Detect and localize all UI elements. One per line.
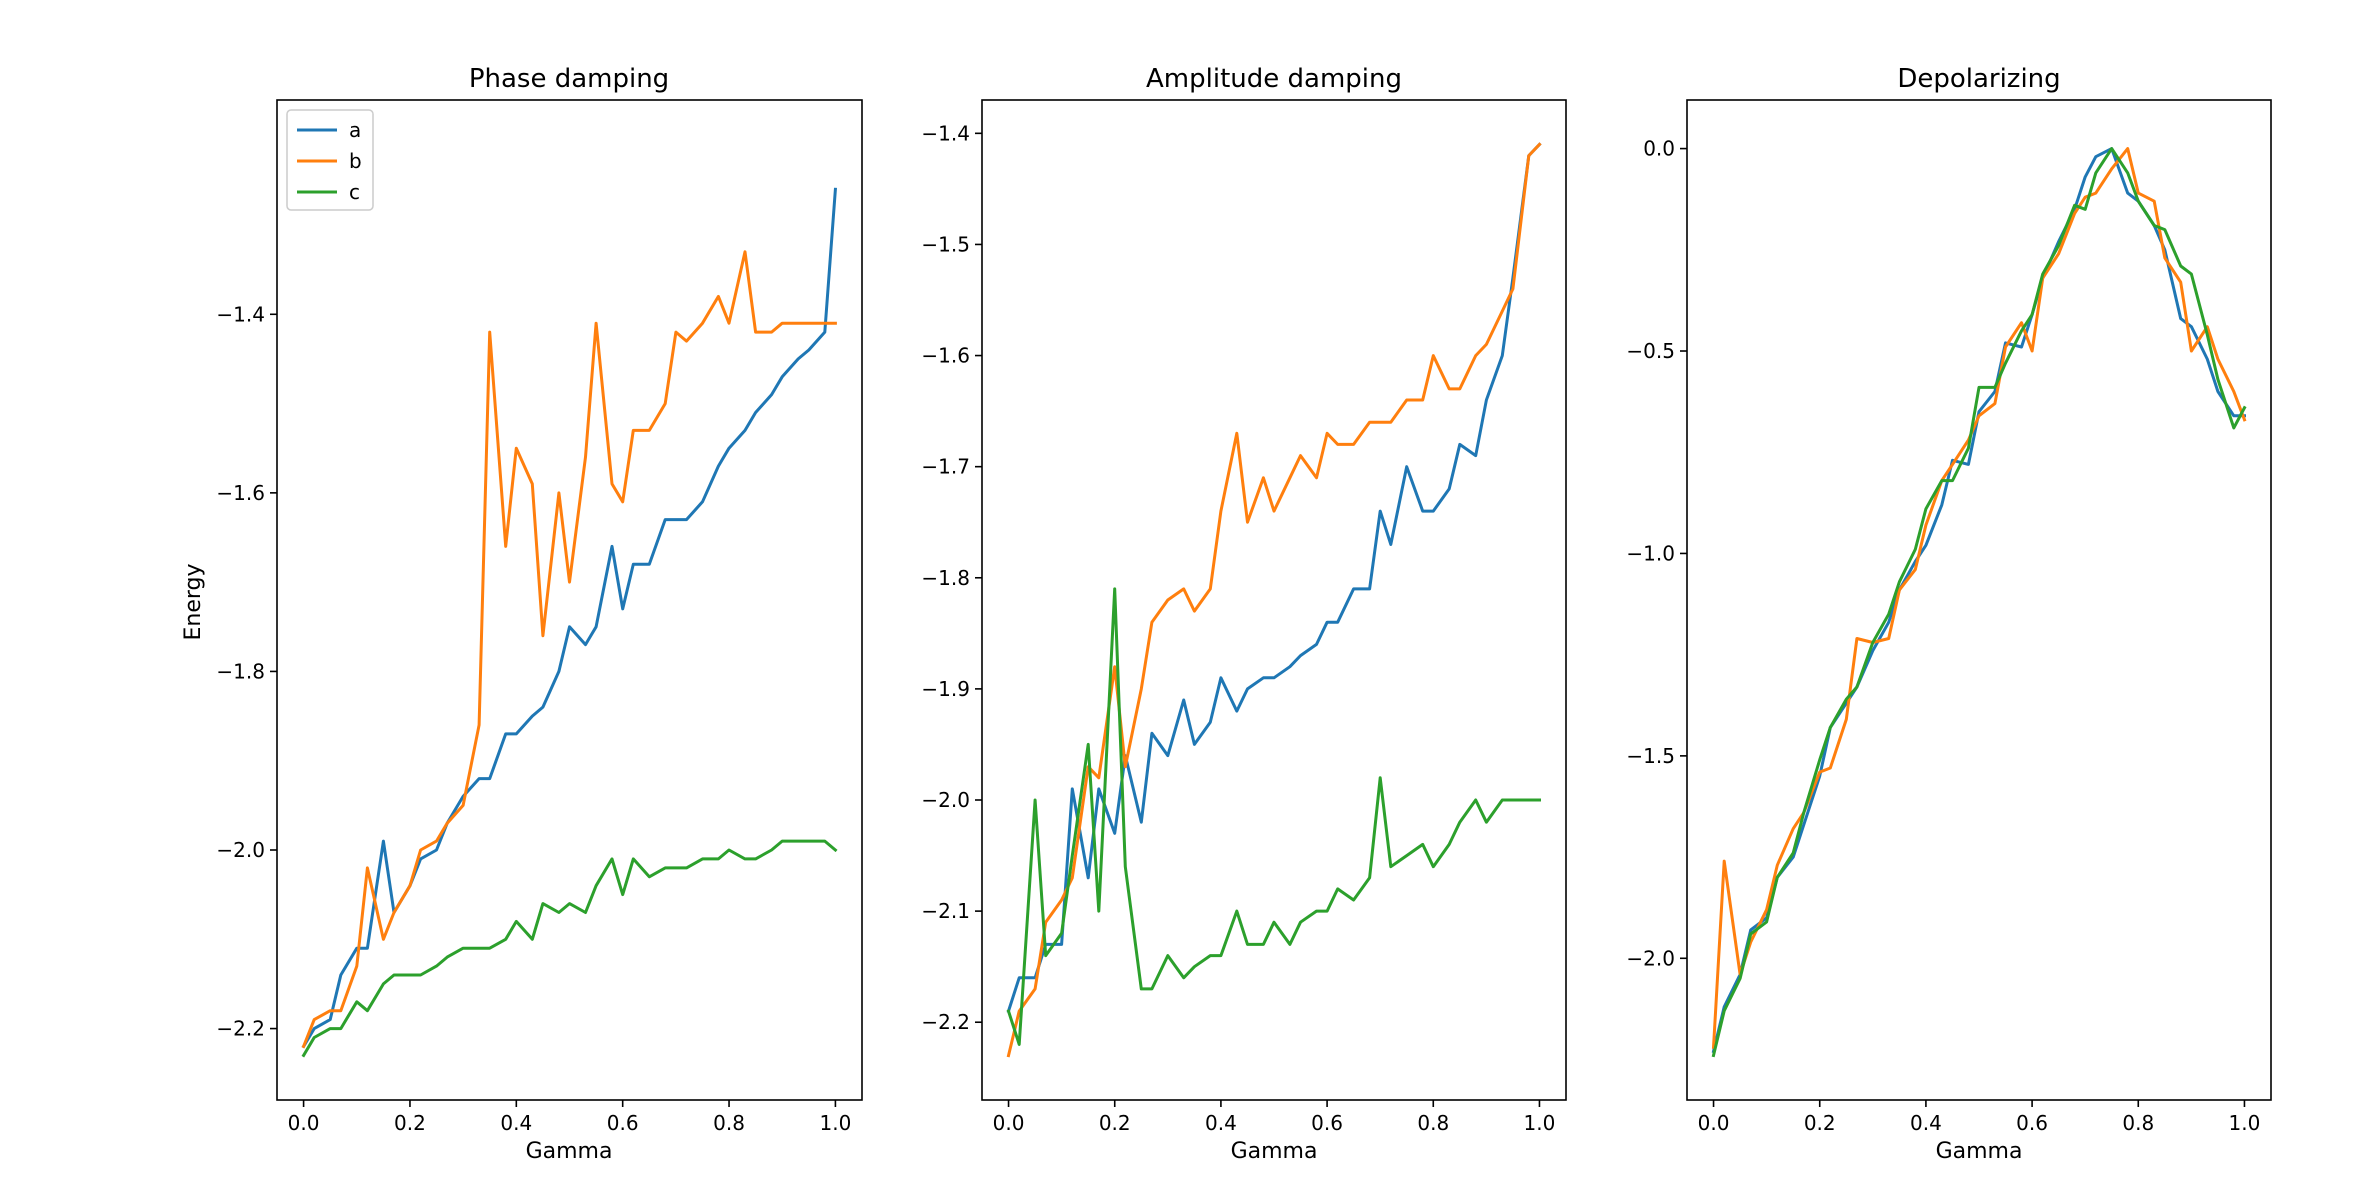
phase-damping-ytick-label: −2.2 — [216, 1017, 265, 1041]
phase-damping-ytick-label: −1.4 — [216, 302, 265, 326]
amplitude-damping-ytick-label: −2.1 — [921, 899, 970, 923]
phase-damping-xtick-label: 0.0 — [288, 1111, 320, 1135]
depolarizing-ytick-label: −0.5 — [1626, 339, 1675, 363]
phase-damping-xtick-label: 1.0 — [820, 1111, 852, 1135]
phase-damping-ytick-label: −2.0 — [216, 838, 265, 862]
amplitude-damping-ytick-label: −1.4 — [921, 121, 970, 145]
depolarizing-ytick-label: −2.0 — [1626, 946, 1675, 970]
amplitude-damping-ytick-label: −1.5 — [921, 232, 970, 256]
depolarizing-xtick-label: 0.0 — [1698, 1111, 1730, 1135]
phase-damping-xtick-label: 0.2 — [394, 1111, 426, 1135]
phase-damping-xtick-label: 0.6 — [607, 1111, 639, 1135]
amplitude-damping-ytick-label: −1.9 — [921, 677, 970, 701]
amplitude-damping-ytick-label: −1.6 — [921, 344, 970, 368]
amplitude-damping-xtick-label: 0.0 — [993, 1111, 1025, 1135]
depolarizing-axes-frame — [1686, 99, 2272, 1101]
depolarizing-ytick-label: −1.0 — [1626, 541, 1675, 565]
depolarizing-xtick-label: 0.8 — [2122, 1111, 2154, 1135]
amplitude-damping-ytick-label: −2.2 — [921, 1010, 970, 1034]
depolarizing-title: Depolarizing — [1897, 64, 2060, 94]
amplitude-damping-xlabel: Gamma — [1231, 1139, 1318, 1164]
depolarizing-xtick-label: 1.0 — [2229, 1111, 2261, 1135]
phase-damping-xlabel: Gamma — [526, 1139, 613, 1164]
phase-damping-legend-label-c: c — [349, 180, 360, 204]
amplitude-damping-xtick-label: 0.6 — [1311, 1111, 1343, 1135]
depolarizing-series-b-line — [1711, 147, 2247, 1049]
amplitude-damping-series-c-line — [1006, 587, 1541, 1046]
depolarizing-xtick-label: 0.2 — [1804, 1111, 1836, 1135]
depolarizing-xlabel: Gamma — [1936, 1139, 2023, 1164]
phase-damping-ytick-label: −1.6 — [216, 481, 265, 505]
depolarizing-xtick-label: 0.4 — [1910, 1111, 1942, 1135]
depolarizing-panel: Depolarizing Gamma 0.0 0.2 0.4 0.6 0.8 1.0 −2.… — [1626, 64, 2272, 1164]
phase-damping-xtick-label: 0.8 — [713, 1111, 745, 1135]
amplitude-damping-xtick-label: 0.4 — [1205, 1111, 1237, 1135]
phase-damping-ytick-label: −1.8 — [216, 659, 265, 683]
amplitude-damping-xtick-label: 1.0 — [1524, 1111, 1556, 1135]
phase-damping-xtick-label: 0.4 — [500, 1111, 532, 1135]
phase-damping-ylabel: Energy — [181, 563, 206, 640]
amplitude-damping-xtick-label: 0.2 — [1099, 1111, 1131, 1135]
phase-damping-series-a-line — [301, 187, 838, 1049]
depolarizing-ytick-label: 0.0 — [1643, 137, 1675, 161]
amplitude-damping-series-b-line — [1006, 142, 1542, 1058]
amplitude-damping-axes-frame — [981, 99, 1567, 1101]
phase-damping-legend-label-b: b — [349, 149, 362, 173]
amplitude-damping-ytick-label: −1.8 — [921, 566, 970, 590]
depolarizing-series-c-line — [1711, 147, 2247, 1058]
phase-damping-series-c-line — [301, 839, 838, 1058]
depolarizing-ytick-label: −1.5 — [1626, 744, 1675, 768]
phase-damping-axes-frame — [276, 99, 863, 1101]
amplitude-damping-ytick-label: −2.0 — [921, 788, 970, 812]
amplitude-damping-title: Amplitude damping — [1146, 64, 1402, 94]
phase-damping-legend-label-a: a — [349, 118, 361, 142]
depolarizing-xtick-label: 0.6 — [2016, 1111, 2048, 1135]
phase-damping-title: Phase damping — [469, 64, 669, 94]
phase-damping-series-b-line — [301, 250, 837, 1049]
amplitude-damping-series-a-line — [1006, 142, 1542, 1013]
depolarizing-series-a-line — [1711, 147, 2246, 1054]
phase-damping-panel: Phase damping Gamma Energy 0.0 0.2 0.4 0.6 0… — [181, 64, 863, 1164]
amplitude-damping-ytick-label: −1.7 — [921, 455, 970, 479]
amplitude-damping-panel: Amplitude damping Gamma 0.0 0.2 0.4 0.6 0.8 1… — [921, 64, 1567, 1164]
amplitude-damping-xtick-label: 0.8 — [1417, 1111, 1449, 1135]
